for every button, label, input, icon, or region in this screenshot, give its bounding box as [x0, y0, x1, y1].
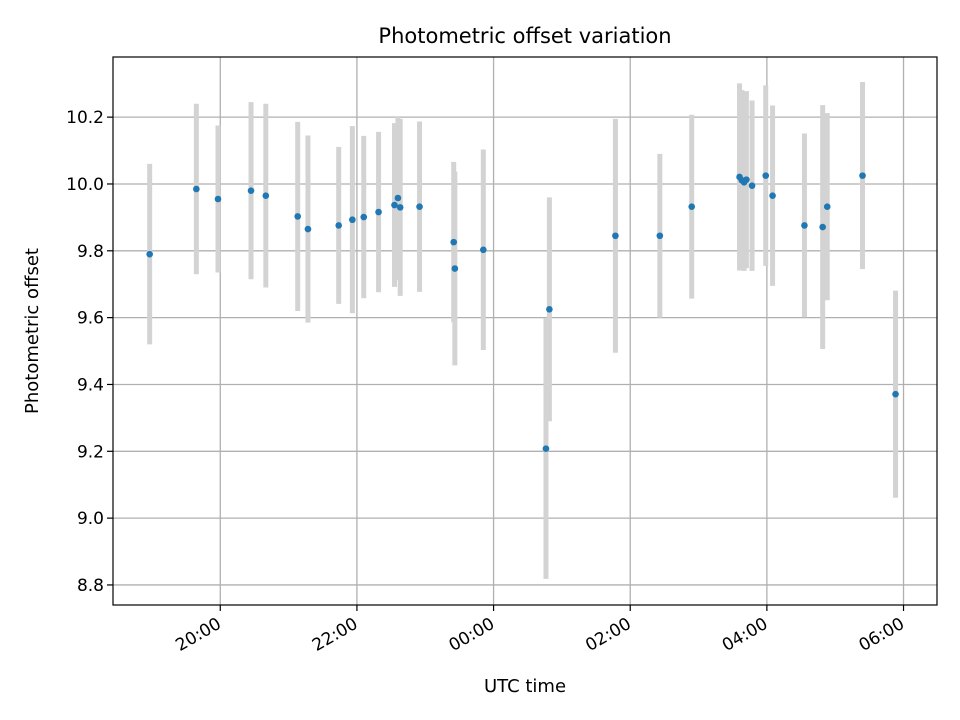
data-point — [480, 246, 487, 254]
data-point — [748, 182, 756, 189]
data-point — [451, 265, 459, 272]
data-point — [823, 203, 831, 210]
data-point — [349, 216, 356, 224]
y-tick-label: 10.2 — [66, 108, 104, 128]
data-point — [294, 213, 302, 220]
y-tick-label: 8.8 — [77, 576, 104, 596]
data-point — [769, 192, 776, 199]
data-point — [214, 195, 222, 203]
data-point — [819, 223, 826, 231]
y-tick-label: 9.6 — [77, 309, 104, 329]
data-point — [304, 225, 312, 233]
y-tick-label: 9.0 — [77, 509, 104, 529]
data-point — [391, 201, 398, 209]
data-point — [247, 187, 255, 194]
data-point — [375, 208, 382, 216]
data-point — [396, 204, 404, 211]
data-points — [146, 172, 899, 452]
data-point — [801, 222, 808, 229]
data-point — [262, 192, 270, 199]
data-point — [193, 185, 200, 193]
data-point — [762, 172, 770, 179]
data-point — [656, 232, 664, 240]
data-point — [542, 445, 550, 452]
y-tick-label: 9.2 — [77, 442, 104, 462]
data-point — [743, 176, 750, 183]
plot-area-frame — [112, 56, 938, 606]
data-point — [416, 203, 423, 210]
y-tick-label: 9.4 — [77, 375, 104, 395]
data-point — [612, 232, 619, 240]
data-point — [450, 238, 458, 246]
y-axis-label: Photometric offset — [22, 248, 43, 414]
data-point — [394, 194, 402, 202]
data-point — [546, 305, 553, 313]
y-tick-label: 10.0 — [66, 175, 104, 195]
chart-title: Photometric offset variation — [378, 24, 671, 48]
x-axis-label: UTC time — [484, 676, 566, 697]
data-point — [335, 222, 343, 229]
data-point — [688, 203, 696, 210]
data-point — [146, 250, 153, 258]
data-point — [892, 390, 899, 398]
y-tick-label: 9.8 — [77, 242, 104, 262]
data-point — [859, 172, 866, 179]
data-point — [360, 213, 368, 221]
